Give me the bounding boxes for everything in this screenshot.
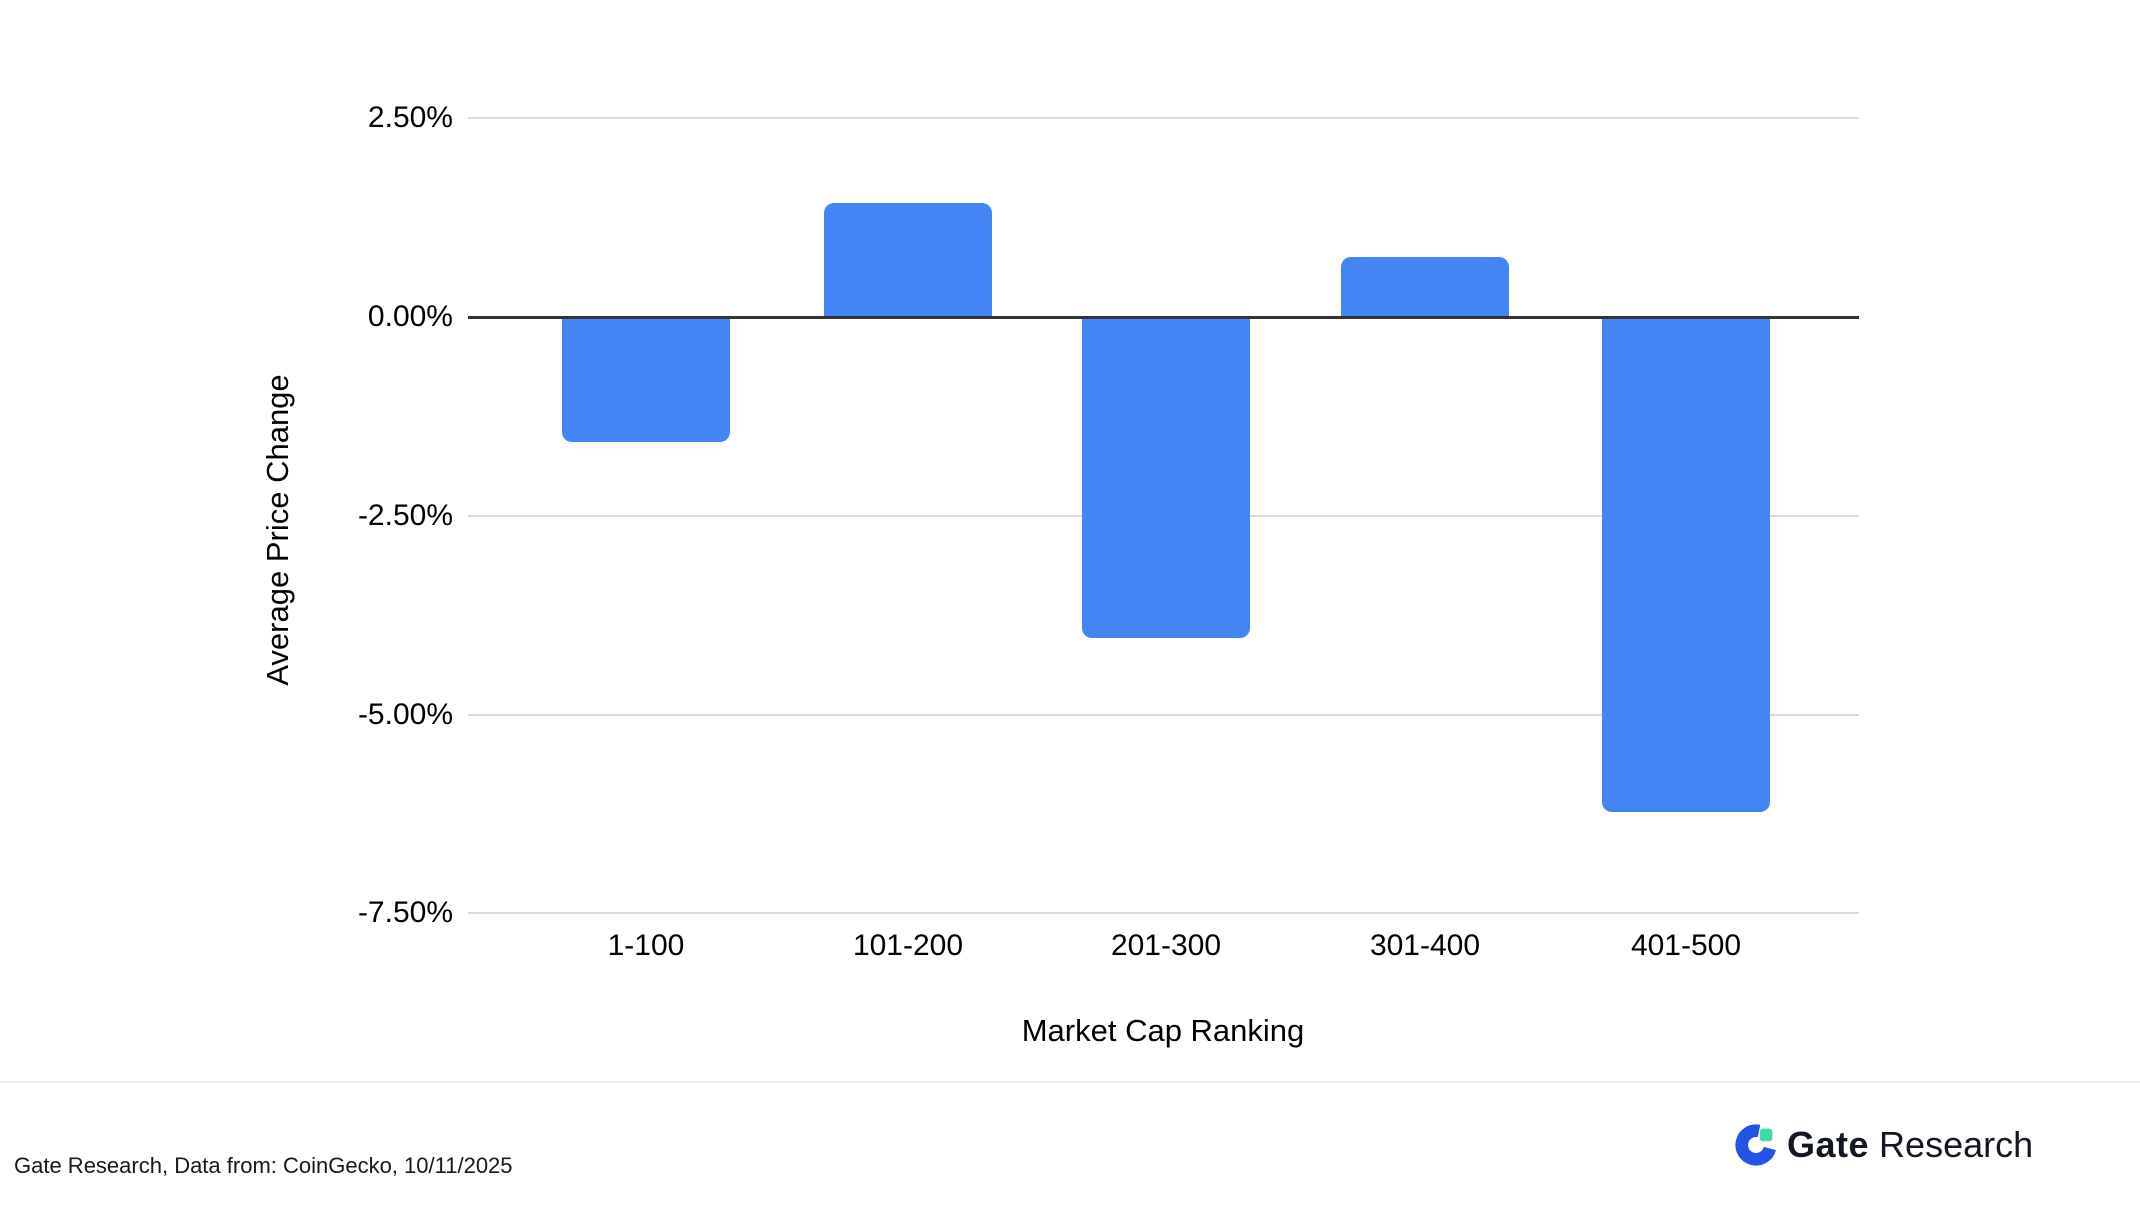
footer-divider	[0, 1081, 2140, 1083]
y-tick-label-0.00%: 0.00%	[367, 300, 453, 333]
gate-logo-icon	[1735, 1124, 1777, 1166]
gridline-0.00%	[468, 316, 1859, 319]
y-tick-label-2.50%: 2.50%	[367, 101, 453, 135]
x-tick-label-101-200: 101-200	[852, 929, 964, 962]
bar-401-500	[1602, 318, 1770, 812]
bar-1-100	[562, 318, 730, 443]
x-tick-label-201-300: 201-300	[1110, 929, 1222, 962]
y-tick-label--7.50%: -7.50%	[357, 896, 453, 930]
y-tick-label--2.50%: -2.50%	[357, 498, 453, 532]
x-tick-label-301-400: 301-400	[1369, 929, 1481, 962]
source-attribution: Gate Research, Data from: CoinGecko, 10/…	[14, 1153, 513, 1178]
x-tick-label-401-500: 401-500	[1630, 929, 1742, 962]
brand-name-research: Research	[1879, 1124, 2034, 1165]
x-tick-label-1-100: 1-100	[607, 929, 685, 962]
brand-name-gate: Gate	[1787, 1124, 1870, 1165]
gridline--5.00%	[468, 713, 1859, 716]
gridline--7.50%	[468, 912, 1859, 915]
gridline-2.50%	[468, 117, 1859, 120]
bar-301-400	[1341, 257, 1509, 317]
gate-research-logo: Gate Research	[1735, 1122, 2033, 1168]
x-axis-title: Market Cap Ranking	[1021, 1013, 1305, 1048]
y-axis-title: Average Price Change	[260, 374, 295, 686]
bar-201-300	[1082, 318, 1250, 638]
y-tick-label--5.00%: -5.00%	[357, 697, 453, 731]
bar-101-200	[824, 203, 992, 317]
